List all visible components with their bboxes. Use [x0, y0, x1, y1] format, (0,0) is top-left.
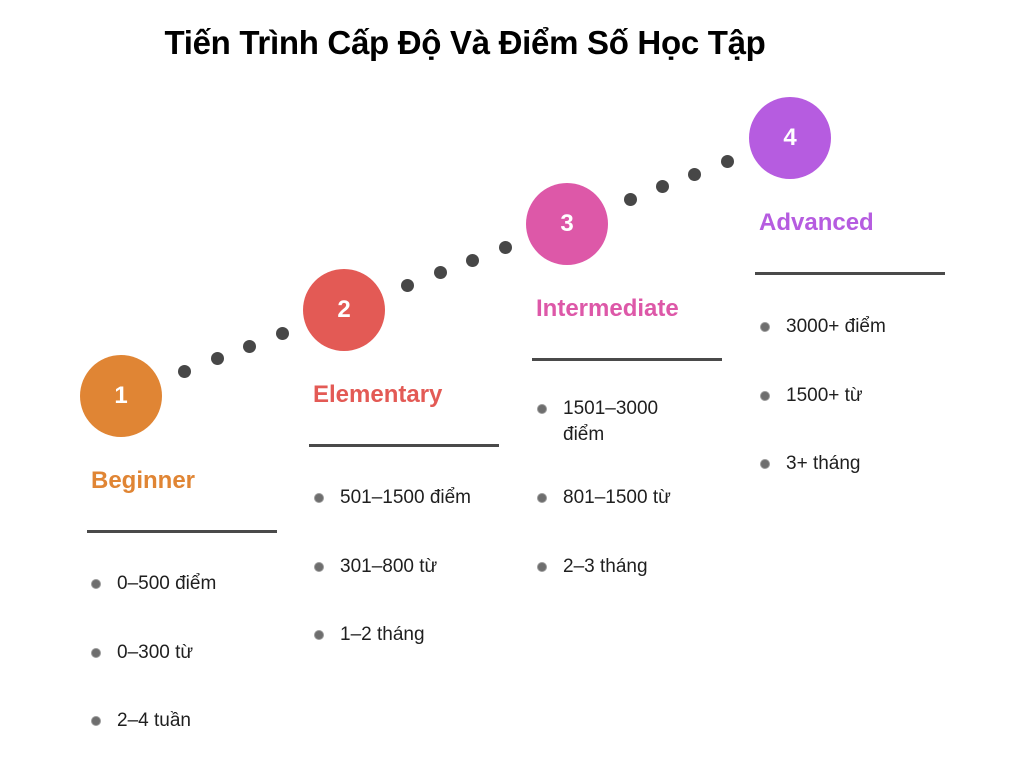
list-item: 301–800 từ — [314, 554, 480, 580]
bullet-icon — [314, 562, 324, 572]
level-number-badge: 2 — [303, 269, 385, 351]
divider — [755, 272, 945, 275]
level-name: Intermediate — [536, 295, 679, 322]
list-item: 3000+ điểm — [760, 314, 926, 340]
connector-dot — [211, 352, 224, 365]
bullet-icon — [314, 630, 324, 640]
bullet-icon — [537, 493, 547, 503]
connector-dot — [243, 340, 256, 353]
list-item: 1501–3000 điểm — [537, 396, 688, 448]
level-name: Beginner — [91, 467, 196, 494]
connector-dot — [656, 180, 669, 193]
list-item: 2–4 tuần — [91, 708, 257, 734]
bullet-icon — [91, 648, 101, 658]
list-item: 0–500 điểm — [91, 571, 257, 597]
connector-dot — [721, 155, 734, 168]
list-item: 2–3 tháng — [537, 554, 703, 580]
bullet-icon — [537, 562, 547, 572]
connector-dot — [434, 266, 447, 279]
list-item: 3+ tháng — [760, 451, 926, 477]
connector-dot — [466, 254, 479, 267]
level-number-badge: 3 — [526, 183, 608, 265]
page-title: Tiến Trình Cấp Độ Và Điểm Số Học Tập — [164, 24, 766, 61]
list-item: 501–1500 điểm — [314, 485, 510, 511]
bullet-icon — [314, 493, 324, 503]
level-number-badge: 1 — [80, 355, 162, 437]
level-name: Elementary — [313, 381, 443, 408]
bullet-icon — [91, 579, 101, 589]
divider — [532, 358, 722, 361]
bullet-icon — [537, 404, 547, 414]
divider — [87, 530, 277, 533]
bullet-icon — [91, 716, 101, 726]
bullet-icon — [760, 459, 770, 469]
connector-dot — [178, 365, 191, 378]
connector-dot — [499, 241, 512, 254]
divider — [309, 444, 499, 447]
list-item: 801–1500 từ — [537, 485, 703, 511]
connector-dot — [401, 279, 414, 292]
connector-dot — [624, 193, 637, 206]
list-item: 0–300 từ — [91, 640, 257, 666]
list-item: 1–2 tháng — [314, 622, 480, 648]
level-name: Advanced — [759, 209, 874, 236]
bullet-icon — [760, 322, 770, 332]
level-number-badge: 4 — [749, 97, 831, 179]
connector-dot — [688, 168, 701, 181]
bullet-icon — [760, 391, 770, 401]
list-item: 1500+ từ — [760, 383, 926, 409]
connector-dot — [276, 327, 289, 340]
